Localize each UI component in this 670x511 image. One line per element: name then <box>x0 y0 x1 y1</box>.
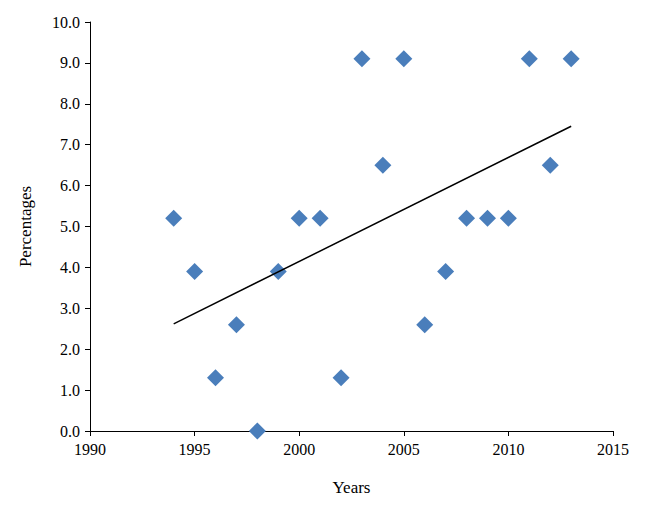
svg-text:7.0: 7.0 <box>60 136 80 153</box>
svg-text:9.0: 9.0 <box>60 54 80 71</box>
svg-text:5.0: 5.0 <box>60 218 80 235</box>
svg-text:Years: Years <box>333 478 371 497</box>
svg-text:6.0: 6.0 <box>60 177 80 194</box>
svg-text:8.0: 8.0 <box>60 95 80 112</box>
svg-text:2005: 2005 <box>388 441 420 458</box>
svg-text:1995: 1995 <box>179 441 211 458</box>
svg-text:4.0: 4.0 <box>60 259 80 276</box>
svg-text:2015: 2015 <box>597 441 629 458</box>
svg-text:1.0: 1.0 <box>60 382 80 399</box>
svg-text:10.0: 10.0 <box>52 14 80 31</box>
svg-text:2000: 2000 <box>283 441 315 458</box>
svg-text:Percentages: Percentages <box>16 186 35 267</box>
svg-text:2010: 2010 <box>492 441 524 458</box>
svg-text:3.0: 3.0 <box>60 300 80 317</box>
svg-text:2.0: 2.0 <box>60 341 80 358</box>
svg-text:0.0: 0.0 <box>60 423 80 440</box>
svg-text:1990: 1990 <box>74 441 106 458</box>
